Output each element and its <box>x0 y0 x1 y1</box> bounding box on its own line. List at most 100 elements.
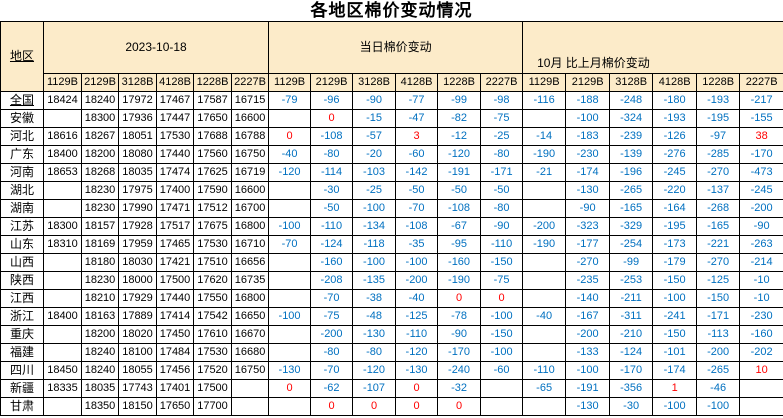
daily-change-cell[interactable]: -40 <box>268 145 312 164</box>
daily-change-cell[interactable]: -95 <box>437 235 482 254</box>
price-cell[interactable]: 17550 <box>193 289 232 308</box>
daily-change-cell[interactable]: -108 <box>437 199 482 218</box>
price-cell[interactable]: 18157 <box>81 217 119 236</box>
daily-change-cell[interactable] <box>268 271 312 290</box>
monthly-change-cell[interactable]: -270 <box>696 163 741 182</box>
daily-change-cell[interactable] <box>480 379 524 398</box>
price-cell[interactable]: 16710 <box>230 235 270 254</box>
monthly-change-cell[interactable]: -21 <box>522 163 567 182</box>
price-cell[interactable]: 17975 <box>118 181 157 200</box>
monthly-change-cell[interactable] <box>522 343 567 362</box>
price-cell[interactable]: 18653 <box>43 163 82 182</box>
monthly-change-cell[interactable]: -167 <box>565 307 611 326</box>
monthly-change-cell[interactable]: -173 <box>652 235 698 254</box>
daily-change-cell[interactable]: -130 <box>395 361 439 380</box>
price-cell[interactable]: 18424 <box>43 91 82 110</box>
monthly-change-cell[interactable]: -100 <box>565 109 611 128</box>
monthly-change-cell[interactable]: -195 <box>652 217 698 236</box>
price-cell[interactable]: 17510 <box>193 253 232 272</box>
daily-change-cell[interactable]: -75 <box>480 271 524 290</box>
monthly-change-cell[interactable]: -180 <box>652 91 698 110</box>
monthly-change-cell[interactable]: -130 <box>565 181 611 200</box>
monthly-change-cell[interactable]: -101 <box>652 343 698 362</box>
daily-change-cell[interactable]: -50 <box>480 181 524 200</box>
daily-change-cell[interactable]: -50 <box>437 181 482 200</box>
daily-change-cell[interactable]: -70 <box>395 199 439 218</box>
monthly-change-cell[interactable] <box>522 109 567 128</box>
daily-change-cell[interactable]: -118 <box>352 235 397 254</box>
daily-change-cell[interactable]: -160 <box>310 253 354 272</box>
price-cell[interactable]: 18230 <box>81 199 119 218</box>
monthly-change-cell[interactable]: -30 <box>609 397 654 416</box>
grade-header[interactable]: 3128B <box>352 73 397 92</box>
grade-header[interactable]: 3128B <box>609 73 654 92</box>
daily-change-cell[interactable]: -135 <box>352 271 397 290</box>
price-cell[interactable]: 17650 <box>193 109 232 128</box>
daily-change-cell[interactable]: 0 <box>437 397 482 416</box>
price-cell[interactable] <box>230 379 270 398</box>
price-cell[interactable]: 18240 <box>81 361 119 380</box>
monthly-change-cell[interactable]: -230 <box>565 145 611 164</box>
monthly-change-cell[interactable]: -245 <box>652 163 698 182</box>
region-cell[interactable]: 新疆 <box>0 379 44 398</box>
monthly-change-cell[interactable]: -221 <box>696 235 741 254</box>
daily-change-cell[interactable]: -60 <box>480 361 524 380</box>
monthly-change-cell[interactable] <box>522 289 567 308</box>
price-cell[interactable]: 18035 <box>81 379 119 398</box>
price-cell[interactable]: 16680 <box>230 343 270 362</box>
price-cell[interactable]: 17440 <box>156 289 194 308</box>
region-cell[interactable]: 湖北 <box>0 181 44 200</box>
daily-change-cell[interactable] <box>268 109 312 128</box>
price-cell[interactable]: 17520 <box>193 361 232 380</box>
daily-change-cell[interactable]: -108 <box>395 217 439 236</box>
daily-change-cell[interactable]: -98 <box>480 91 524 110</box>
grade-header[interactable]: 2129B <box>565 73 611 92</box>
monthly-change-cell[interactable]: -324 <box>609 109 654 128</box>
price-cell[interactable]: 16650 <box>230 307 270 326</box>
price-cell[interactable]: 16750 <box>230 145 270 164</box>
monthly-change-cell[interactable]: -254 <box>609 235 654 254</box>
monthly-change-cell[interactable]: -193 <box>652 109 698 128</box>
region-cell[interactable]: 安徽 <box>0 109 44 128</box>
price-cell[interactable]: 16600 <box>230 109 270 128</box>
region-cell[interactable]: 江西 <box>0 289 44 308</box>
grade-header[interactable]: 4128B <box>395 73 439 92</box>
price-cell[interactable]: 17560 <box>193 145 232 164</box>
monthly-change-cell[interactable]: -14 <box>522 127 567 146</box>
monthly-change-cell[interactable]: -110 <box>522 361 567 380</box>
daily-change-cell[interactable]: -130 <box>268 361 312 380</box>
monthly-change-cell[interactable]: -196 <box>609 163 654 182</box>
daily-change-cell[interactable]: -208 <box>310 271 354 290</box>
price-cell[interactable] <box>43 199 82 218</box>
price-cell[interactable]: 18335 <box>43 379 82 398</box>
price-cell[interactable]: 17972 <box>118 91 157 110</box>
daily-change-cell[interactable]: -130 <box>352 325 397 344</box>
region-cell[interactable]: 广东 <box>0 145 44 164</box>
grade-header[interactable]: 4128B <box>156 73 194 92</box>
monthly-change-cell[interactable]: -265 <box>696 361 741 380</box>
monthly-change-cell[interactable]: -311 <box>609 307 654 326</box>
price-cell[interactable]: 16800 <box>230 217 270 236</box>
daily-change-cell[interactable]: -114 <box>310 163 354 182</box>
price-cell[interactable]: 17465 <box>156 235 194 254</box>
daily-change-cell[interactable] <box>268 253 312 272</box>
region-cell[interactable]: 河南 <box>0 163 44 182</box>
daily-change-cell[interactable]: -100 <box>480 343 524 362</box>
price-cell[interactable]: 17447 <box>156 109 194 128</box>
monthly-change-cell[interactable] <box>522 397 567 416</box>
daily-change-cell[interactable]: -75 <box>310 307 354 326</box>
price-cell[interactable]: 17675 <box>193 217 232 236</box>
daily-change-cell[interactable]: -30 <box>310 181 354 200</box>
monthly-change-cell[interactable]: -179 <box>652 253 698 272</box>
daily-change-cell[interactable]: -110 <box>310 217 354 236</box>
daily-change-cell[interactable]: -50 <box>310 199 354 218</box>
daily-change-cell[interactable]: -96 <box>310 91 354 110</box>
monthly-change-cell[interactable]: -150 <box>696 289 741 308</box>
daily-change-cell[interactable]: -75 <box>480 109 524 128</box>
region-cell[interactable]: 福建 <box>0 343 44 362</box>
monthly-change-cell[interactable]: -170 <box>609 361 654 380</box>
price-cell[interactable]: 17456 <box>156 361 194 380</box>
price-cell[interactable]: 18268 <box>81 163 119 182</box>
price-cell[interactable]: 17620 <box>193 271 232 290</box>
price-cell[interactable]: 18616 <box>43 127 82 146</box>
